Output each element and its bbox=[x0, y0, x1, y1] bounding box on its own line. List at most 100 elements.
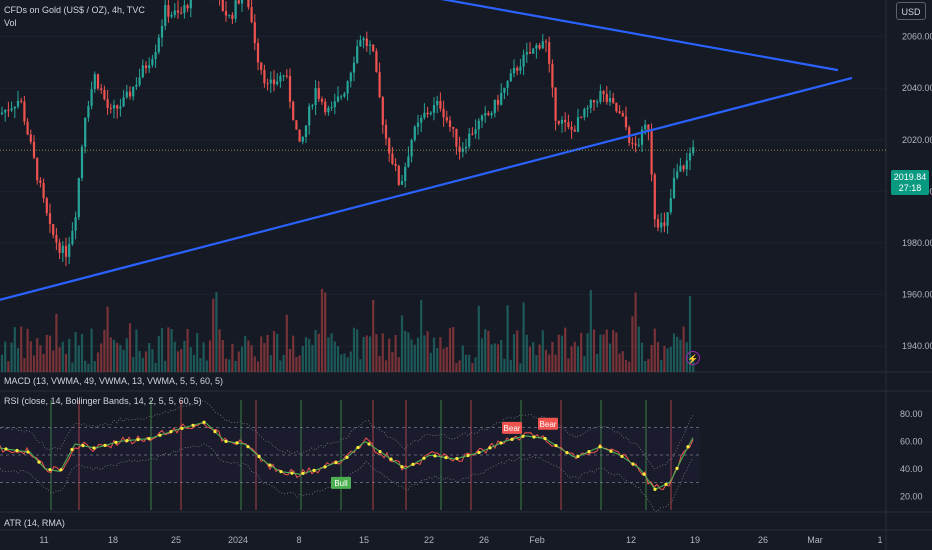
volume-bar bbox=[676, 336, 679, 372]
candle-body bbox=[317, 88, 320, 99]
candle-body bbox=[471, 133, 474, 135]
time-tick-label: 22 bbox=[424, 535, 434, 545]
rsi-ma-dot bbox=[598, 445, 602, 449]
volume-bar bbox=[132, 357, 135, 372]
rsi-ma-dot bbox=[609, 449, 613, 453]
volume-bar bbox=[356, 329, 359, 372]
volume-bar bbox=[455, 363, 458, 372]
candle-body bbox=[439, 101, 442, 109]
volume-bar bbox=[138, 350, 141, 372]
symbol-title: CFDs on Gold (US$ / OZ), 4h, TVC bbox=[4, 5, 145, 15]
candle-body bbox=[685, 160, 688, 170]
candle-body bbox=[640, 129, 644, 145]
rsi-tick-label: 20.00 bbox=[900, 491, 923, 501]
candle-body bbox=[285, 75, 288, 77]
candle-body bbox=[653, 174, 656, 220]
volume-bar bbox=[173, 341, 176, 372]
candle-body bbox=[682, 165, 685, 170]
rsi-ma-dot bbox=[499, 441, 503, 445]
volume-bar bbox=[125, 338, 128, 372]
rsi-ma-dot bbox=[466, 453, 470, 458]
volume-bar bbox=[250, 345, 253, 372]
candle-body bbox=[375, 51, 378, 73]
volume-bar bbox=[404, 330, 407, 372]
volume-bar bbox=[68, 338, 71, 372]
volume-bar bbox=[52, 350, 55, 372]
volume-bar bbox=[26, 328, 29, 372]
volume-bar bbox=[647, 359, 650, 372]
candle-body bbox=[333, 101, 336, 108]
candle-body bbox=[426, 112, 429, 115]
time-tick-label: 12 bbox=[626, 535, 636, 545]
volume-bar bbox=[29, 341, 32, 372]
volume-bar bbox=[157, 336, 160, 372]
rsi-ma-dot bbox=[147, 436, 151, 441]
volume-bar bbox=[452, 326, 455, 372]
volume-bar bbox=[429, 352, 432, 372]
candle-body bbox=[170, 14, 173, 17]
volume-bar bbox=[538, 344, 541, 372]
volume-bar bbox=[292, 335, 295, 372]
signal-label-bear bbox=[502, 421, 522, 434]
candle-body bbox=[282, 75, 285, 77]
candle-body bbox=[4, 109, 7, 113]
volume-bar bbox=[640, 342, 644, 372]
volume-bar bbox=[512, 334, 516, 372]
candle-body bbox=[109, 107, 112, 109]
candle-body bbox=[506, 81, 509, 88]
candle-body bbox=[103, 90, 106, 100]
candle-body bbox=[672, 177, 676, 199]
candle-body bbox=[7, 109, 10, 111]
volume-bar bbox=[90, 328, 93, 372]
candle-body bbox=[468, 133, 471, 147]
volume-bar bbox=[128, 323, 132, 372]
candle-body bbox=[58, 242, 61, 253]
candle-body bbox=[160, 25, 164, 38]
candle-body bbox=[576, 117, 580, 132]
candle-body bbox=[314, 88, 317, 106]
volume-bar bbox=[221, 340, 224, 372]
signal-band bbox=[670, 400, 672, 510]
volume-bar bbox=[503, 358, 506, 372]
candle-body bbox=[669, 198, 672, 213]
volume-bar bbox=[522, 302, 525, 372]
candle-body bbox=[100, 88, 103, 91]
signal-band bbox=[340, 400, 342, 510]
volume-bar bbox=[637, 326, 640, 372]
rsi-ma-dot bbox=[653, 487, 657, 491]
volume-bar bbox=[602, 334, 605, 372]
candle-body bbox=[541, 41, 544, 49]
volume-bar bbox=[509, 360, 512, 372]
volume-bar bbox=[199, 358, 202, 372]
lightning-icon[interactable]: ⚡ bbox=[686, 351, 700, 365]
candle-body bbox=[397, 165, 400, 185]
currency-button[interactable]: USD bbox=[896, 2, 926, 20]
rsi-ma-dot bbox=[4, 447, 8, 451]
volume-bar bbox=[314, 330, 317, 372]
candle-body bbox=[676, 171, 679, 178]
candle-body bbox=[23, 101, 26, 122]
volume-bar bbox=[583, 356, 586, 372]
rsi-ma-dot bbox=[631, 462, 635, 466]
rsi-ma-dot bbox=[37, 460, 41, 464]
candle-body bbox=[292, 101, 295, 121]
rsi-ma-dot bbox=[510, 437, 514, 441]
candle-body bbox=[157, 37, 160, 52]
candle-body bbox=[330, 107, 333, 109]
rsi-ma-dot bbox=[422, 456, 426, 460]
candle-body bbox=[311, 105, 314, 107]
rsi-ma-dot bbox=[334, 460, 338, 465]
candle-body bbox=[564, 119, 567, 123]
candle-body bbox=[276, 81, 279, 85]
candle-body bbox=[52, 224, 55, 235]
rsi-ma-dot bbox=[169, 429, 173, 434]
price-tick-label: 1960.00 bbox=[902, 290, 932, 300]
volume-bar bbox=[368, 336, 372, 372]
volume-bar bbox=[621, 351, 624, 372]
rsi-ma-dot bbox=[323, 465, 327, 469]
volume-bar bbox=[84, 360, 87, 372]
rsi-label: RSI (close, 14, Bollinger Bands, 14, 2, … bbox=[4, 396, 202, 406]
candle-body bbox=[324, 101, 327, 113]
candle-body bbox=[359, 40, 362, 47]
